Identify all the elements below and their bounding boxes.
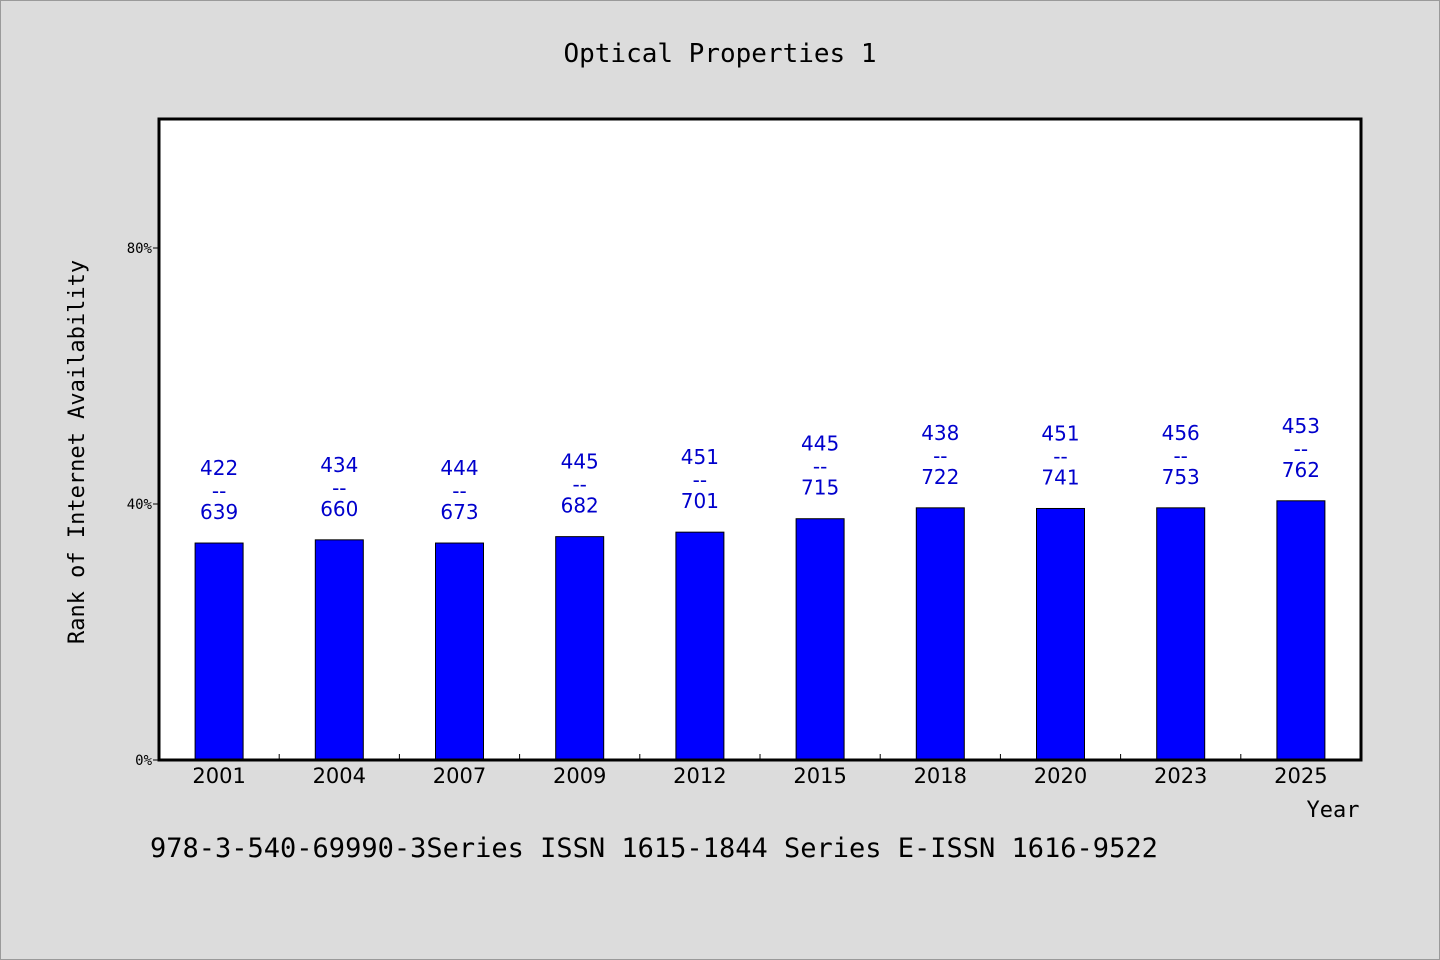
data-label-2018-top: 438: [921, 421, 959, 445]
x-tick-label-2025: 2025: [1274, 764, 1327, 788]
data-label-2007-sep: --: [452, 479, 466, 503]
data-label-2025-bottom: 762: [1282, 458, 1320, 482]
bar-2015: [795, 518, 845, 761]
y-tick-label-0: 0%: [135, 753, 152, 769]
chart-title: Optical Properties 1: [563, 39, 876, 69]
data-label-2012-sep: --: [693, 468, 707, 492]
bar-2025: [1276, 500, 1326, 761]
bar-2012: [675, 531, 725, 761]
data-label-2023-top: 456: [1162, 421, 1200, 445]
data-label-2023-bottom: 753: [1162, 465, 1200, 489]
x-tick-label-2007: 2007: [433, 764, 486, 788]
x-tick-label-2001: 2001: [192, 764, 245, 788]
bar-2007: [435, 542, 484, 761]
data-label-2007-top: 444: [440, 456, 478, 480]
bar-2023: [1156, 507, 1206, 761]
data-label-2012-bottom: 701: [681, 489, 719, 513]
plot-border: [157, 117, 1363, 762]
x-tick-label-2018: 2018: [914, 764, 967, 788]
x-tick-label-2023: 2023: [1154, 764, 1207, 788]
x-tick-label-2012: 2012: [673, 764, 726, 788]
data-label-2015-sep: --: [813, 455, 827, 479]
data-label-2009-sep: --: [572, 473, 586, 497]
bar-2020: [1036, 507, 1085, 761]
data-label-2020-sep: --: [1053, 444, 1067, 468]
y-tick-label-80: 80%: [127, 241, 153, 257]
data-label-2015-bottom: 715: [801, 476, 839, 500]
data-label-2012-top: 451: [681, 445, 719, 469]
data-label-2020-bottom: 741: [1041, 465, 1079, 489]
data-label-2004-sep: --: [332, 476, 346, 500]
x-axis-label: Year: [1307, 798, 1360, 823]
data-label-2018-bottom: 722: [921, 465, 959, 489]
data-label-2009-top: 445: [561, 450, 599, 474]
data-label-2007-bottom: 673: [440, 500, 478, 524]
y-tick-label-40: 40%: [127, 497, 153, 513]
data-label-2004-bottom: 660: [320, 497, 358, 521]
data-label-2004-top: 434: [320, 453, 358, 477]
data-label-2009-bottom: 682: [561, 494, 599, 518]
bar-2001: [194, 542, 244, 761]
x-tick-label-2015: 2015: [793, 764, 846, 788]
data-label-2018-sep: --: [933, 444, 947, 468]
data-label-2020-top: 451: [1041, 421, 1079, 445]
data-label-2025-top: 453: [1282, 414, 1320, 438]
data-label-2001-sep: --: [212, 479, 226, 503]
data-label-2001-top: 422: [200, 456, 238, 480]
bar-2018: [915, 507, 965, 761]
data-label-2023-sep: --: [1173, 444, 1187, 468]
data-label-2025-sep: --: [1294, 437, 1308, 461]
footer-note: 978-3-540-69990-3Series ISSN 1615-1844 S…: [150, 833, 1158, 864]
x-tick-label-2004: 2004: [313, 764, 366, 788]
bar-2009: [555, 536, 605, 761]
y-axis-label: Rank of Internet Availability: [65, 260, 90, 644]
x-tick-label-2009: 2009: [553, 764, 606, 788]
x-tick-label-2020: 2020: [1034, 764, 1087, 788]
bar-2004: [314, 539, 364, 761]
data-label-2001-bottom: 639: [200, 500, 238, 524]
data-label-2015-top: 445: [801, 432, 839, 456]
